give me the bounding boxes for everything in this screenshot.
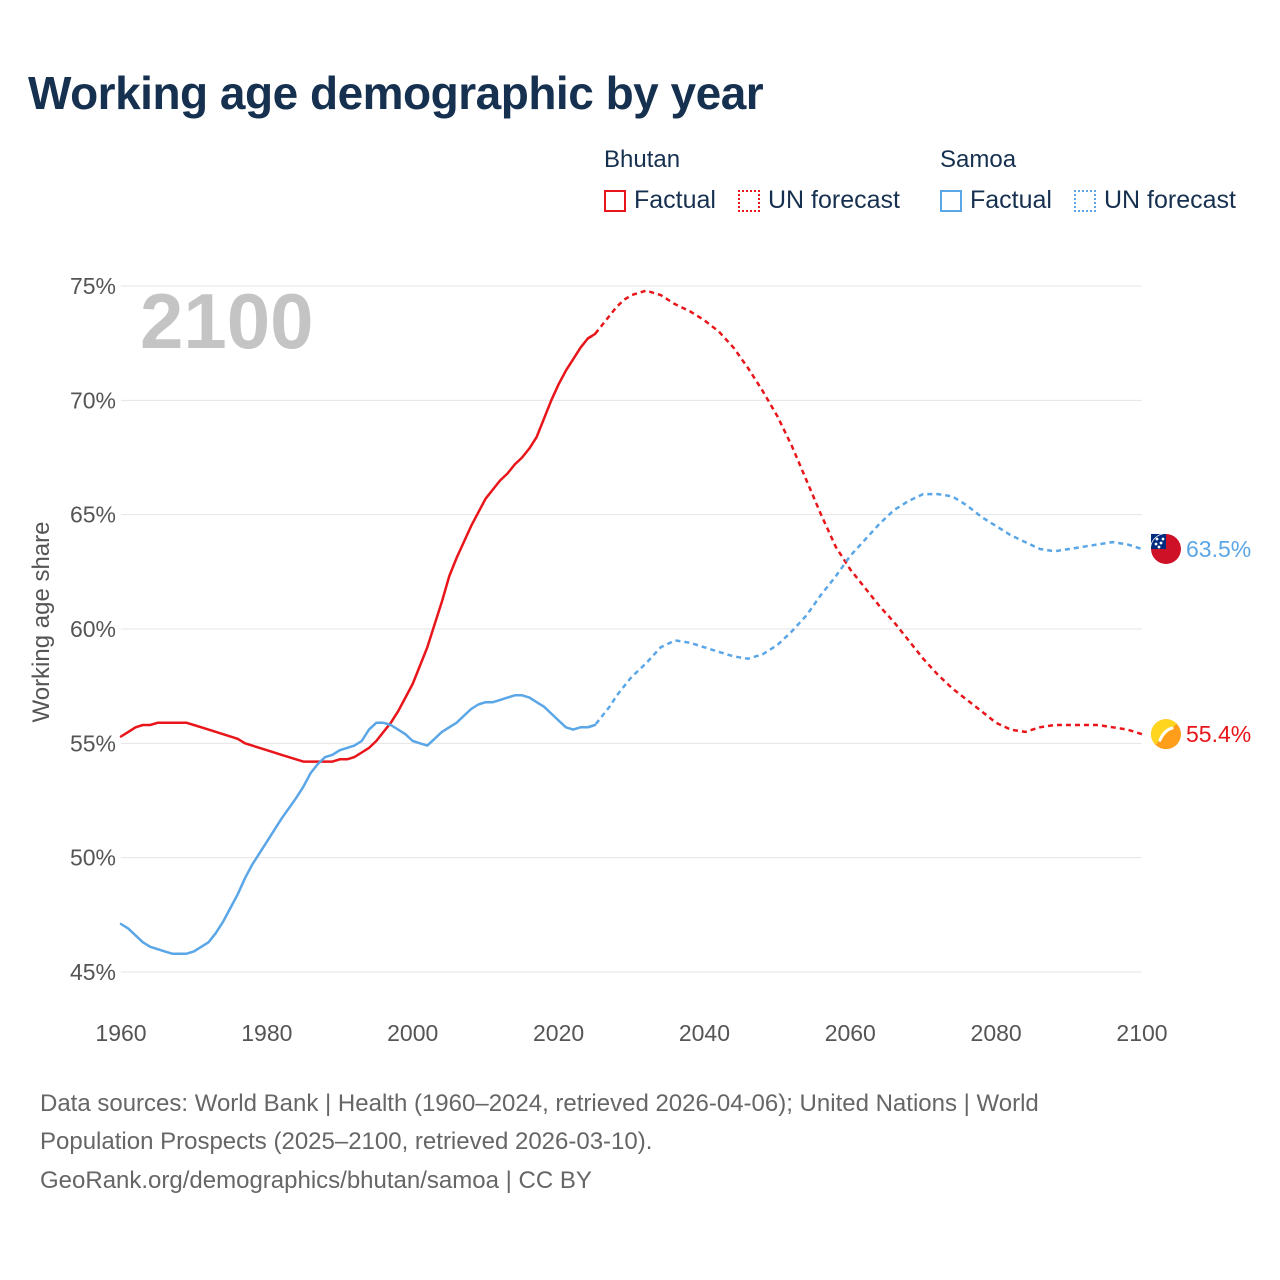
legend-samoa-factual[interactable]: Factual <box>940 186 1052 215</box>
samoa-factual-line <box>119 694 597 955</box>
legend-label: UN forecast <box>768 186 900 214</box>
y-tick-label: 50% <box>70 845 116 871</box>
y-tick-label: 65% <box>70 502 116 528</box>
y-axis-label: Working age share <box>28 521 55 723</box>
chart-title: Working age demographic by year <box>28 67 764 119</box>
bhutan-forecast-line <box>587 289 1143 736</box>
x-tick-label: 2060 <box>825 1020 876 1046</box>
legend-bhutan-forecast[interactable]: UN forecast <box>738 186 900 215</box>
legend-group-bhutan: Bhutan <box>604 146 681 173</box>
bhutan-flag-icon <box>1151 719 1181 750</box>
solid-swatch-icon <box>940 189 962 212</box>
solid-swatch-icon <box>604 189 626 212</box>
legend-bhutan-factual[interactable]: Factual <box>604 186 716 215</box>
y-tick-label: 60% <box>70 616 116 642</box>
flag-star <box>1154 542 1158 546</box>
flag-star <box>1157 545 1161 549</box>
dotted-swatch-icon <box>1074 189 1096 212</box>
bhutan-end-label: 55.4% <box>1186 721 1251 747</box>
legend-label: Factual <box>970 186 1052 214</box>
flag-star <box>1159 541 1163 545</box>
flag-dragon <box>1158 726 1174 742</box>
legend-samoa-forecast[interactable]: UN forecast <box>1074 186 1236 215</box>
x-tick-label: 1960 <box>95 1020 146 1046</box>
x-tick-label: 2000 <box>387 1020 438 1046</box>
y-tick-label: 45% <box>70 959 116 985</box>
flag-star <box>1161 537 1165 541</box>
flag-canton-fill <box>1151 533 1166 549</box>
flag-rim <box>1150 533 1182 565</box>
flag-star <box>1155 537 1159 541</box>
footer-credit-link[interactable]: GeoRank.org/demographics/bhutan/samoa | … <box>40 1167 592 1194</box>
samoa-forecast-line <box>587 492 1143 729</box>
x-tick-label: 2080 <box>971 1020 1022 1046</box>
y-tick-label: 70% <box>70 387 116 413</box>
line-chart: 45% 50% 55% 60% 65% 70% 75% 1960 1980 2000 2020 204… <box>70 273 1251 1046</box>
year-watermark: 2100 <box>140 277 314 365</box>
x-tick-label: 2020 <box>533 1020 584 1046</box>
dotted-swatch-icon <box>738 189 760 212</box>
bhutan-factual-line <box>119 332 597 763</box>
x-tick-label: 1980 <box>241 1020 292 1046</box>
footer-sources-line2: Population Prospects (2025–2100, retriev… <box>40 1128 653 1155</box>
legend-label: UN forecast <box>1104 186 1236 214</box>
x-tick-label: 2100 <box>1116 1020 1167 1046</box>
samoa-flag-icon <box>1150 533 1182 565</box>
footer-sources-line1: Data sources: World Bank | Health (1960–… <box>40 1090 1039 1117</box>
samoa-end-label: 63.5% <box>1186 536 1251 562</box>
legend-label: Factual <box>634 186 716 214</box>
y-tick-label: 55% <box>70 730 116 756</box>
legend-group-samoa: Samoa <box>940 146 1017 173</box>
y-tick-label: 75% <box>70 273 116 299</box>
x-tick-label: 2040 <box>679 1020 730 1046</box>
